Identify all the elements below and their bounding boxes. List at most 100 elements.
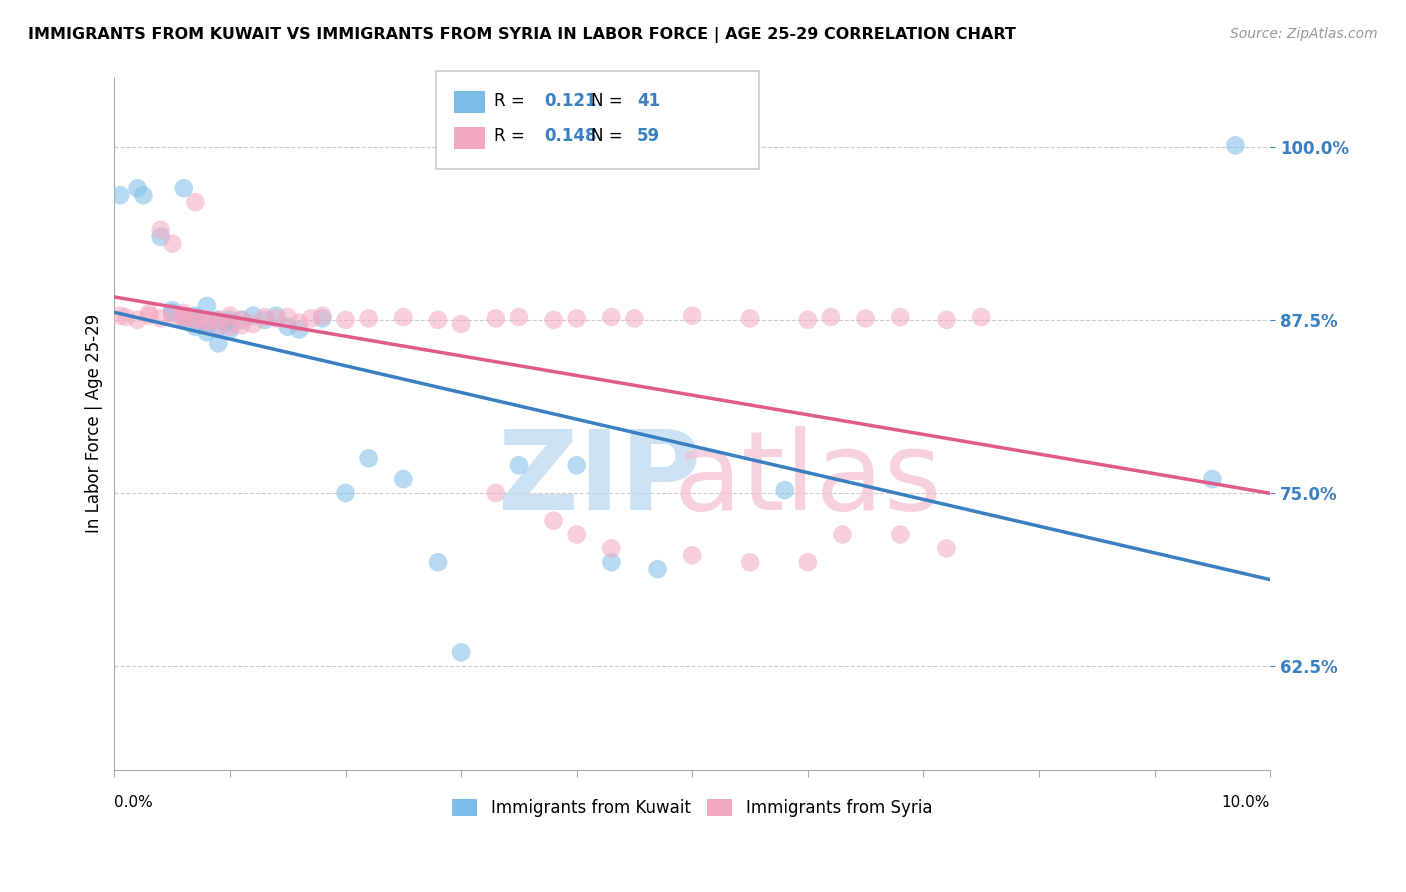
Point — [138, 306, 160, 320]
Point — [160, 303, 183, 318]
Point — [565, 311, 588, 326]
Point — [335, 486, 357, 500]
Point — [127, 181, 149, 195]
Point — [160, 236, 183, 251]
Point — [173, 311, 195, 326]
Point — [647, 562, 669, 576]
Point — [681, 309, 703, 323]
Point — [889, 310, 911, 324]
Point — [115, 310, 138, 324]
Point — [623, 311, 645, 326]
Point — [299, 311, 322, 326]
Point — [207, 336, 229, 351]
Point — [231, 313, 253, 327]
Point — [485, 486, 508, 500]
Point — [253, 310, 276, 324]
Y-axis label: In Labor Force | Age 25-29: In Labor Force | Age 25-29 — [86, 314, 103, 533]
Point — [716, 805, 738, 819]
Point — [184, 319, 207, 334]
Point — [160, 309, 183, 323]
Point — [855, 311, 877, 326]
Point — [773, 483, 796, 498]
Point — [173, 309, 195, 323]
Point — [277, 310, 299, 324]
Point — [797, 555, 820, 569]
Point — [1201, 472, 1223, 486]
Point — [207, 313, 229, 327]
Point — [173, 310, 195, 324]
Point — [184, 311, 207, 326]
Point — [277, 319, 299, 334]
Point — [392, 472, 415, 486]
Text: ZIP: ZIP — [498, 425, 702, 533]
Point — [935, 313, 957, 327]
Point — [127, 313, 149, 327]
Point — [149, 311, 172, 326]
Point — [681, 549, 703, 563]
Point — [219, 309, 242, 323]
Point — [427, 313, 450, 327]
Text: Source: ZipAtlas.com: Source: ZipAtlas.com — [1230, 27, 1378, 41]
Point — [242, 317, 264, 331]
Point — [264, 309, 287, 323]
Legend: Immigrants from Kuwait, Immigrants from Syria: Immigrants from Kuwait, Immigrants from … — [446, 792, 939, 824]
Point — [508, 310, 530, 324]
Text: 59: 59 — [637, 128, 659, 145]
Text: atlas: atlas — [673, 425, 942, 533]
Text: 0.0%: 0.0% — [114, 795, 153, 810]
Text: 10.0%: 10.0% — [1222, 795, 1270, 810]
Point — [219, 316, 242, 330]
Point — [219, 313, 242, 327]
Point — [184, 195, 207, 210]
Point — [219, 322, 242, 336]
Point — [889, 527, 911, 541]
Point — [108, 188, 131, 202]
Text: R =: R = — [494, 128, 524, 145]
Text: 0.121: 0.121 — [544, 92, 596, 110]
Point — [335, 313, 357, 327]
Point — [600, 555, 623, 569]
Point — [138, 309, 160, 323]
Text: R =: R = — [494, 92, 524, 110]
Point — [173, 181, 195, 195]
Point — [219, 319, 242, 334]
Text: N =: N = — [591, 92, 621, 110]
Point — [184, 313, 207, 327]
Text: IMMIGRANTS FROM KUWAIT VS IMMIGRANTS FROM SYRIA IN LABOR FORCE | AGE 25-29 CORRE: IMMIGRANTS FROM KUWAIT VS IMMIGRANTS FRO… — [28, 27, 1017, 43]
Point — [565, 527, 588, 541]
Point — [288, 316, 311, 330]
Point — [195, 316, 218, 330]
Point — [738, 555, 761, 569]
Point — [831, 527, 853, 541]
Point — [160, 306, 183, 320]
Text: N =: N = — [591, 128, 621, 145]
Point — [195, 299, 218, 313]
Point — [450, 317, 472, 331]
Point — [357, 311, 380, 326]
Point — [132, 188, 155, 202]
Text: 0.148: 0.148 — [544, 128, 596, 145]
Point — [485, 311, 508, 326]
Point — [311, 311, 333, 326]
Point — [264, 311, 287, 326]
Point — [253, 313, 276, 327]
Point — [935, 541, 957, 556]
Point — [820, 310, 842, 324]
Point — [543, 313, 565, 327]
Point — [184, 309, 207, 323]
Point — [450, 645, 472, 659]
Point — [149, 229, 172, 244]
Point — [231, 318, 253, 333]
Point — [1225, 138, 1247, 153]
Point — [195, 317, 218, 331]
Point — [242, 309, 264, 323]
Point — [195, 313, 218, 327]
Point — [970, 310, 993, 324]
Point — [600, 541, 623, 556]
Point — [600, 310, 623, 324]
Point — [207, 313, 229, 327]
Point — [207, 318, 229, 333]
Point — [508, 458, 530, 473]
Point — [797, 313, 820, 327]
Point — [108, 309, 131, 323]
